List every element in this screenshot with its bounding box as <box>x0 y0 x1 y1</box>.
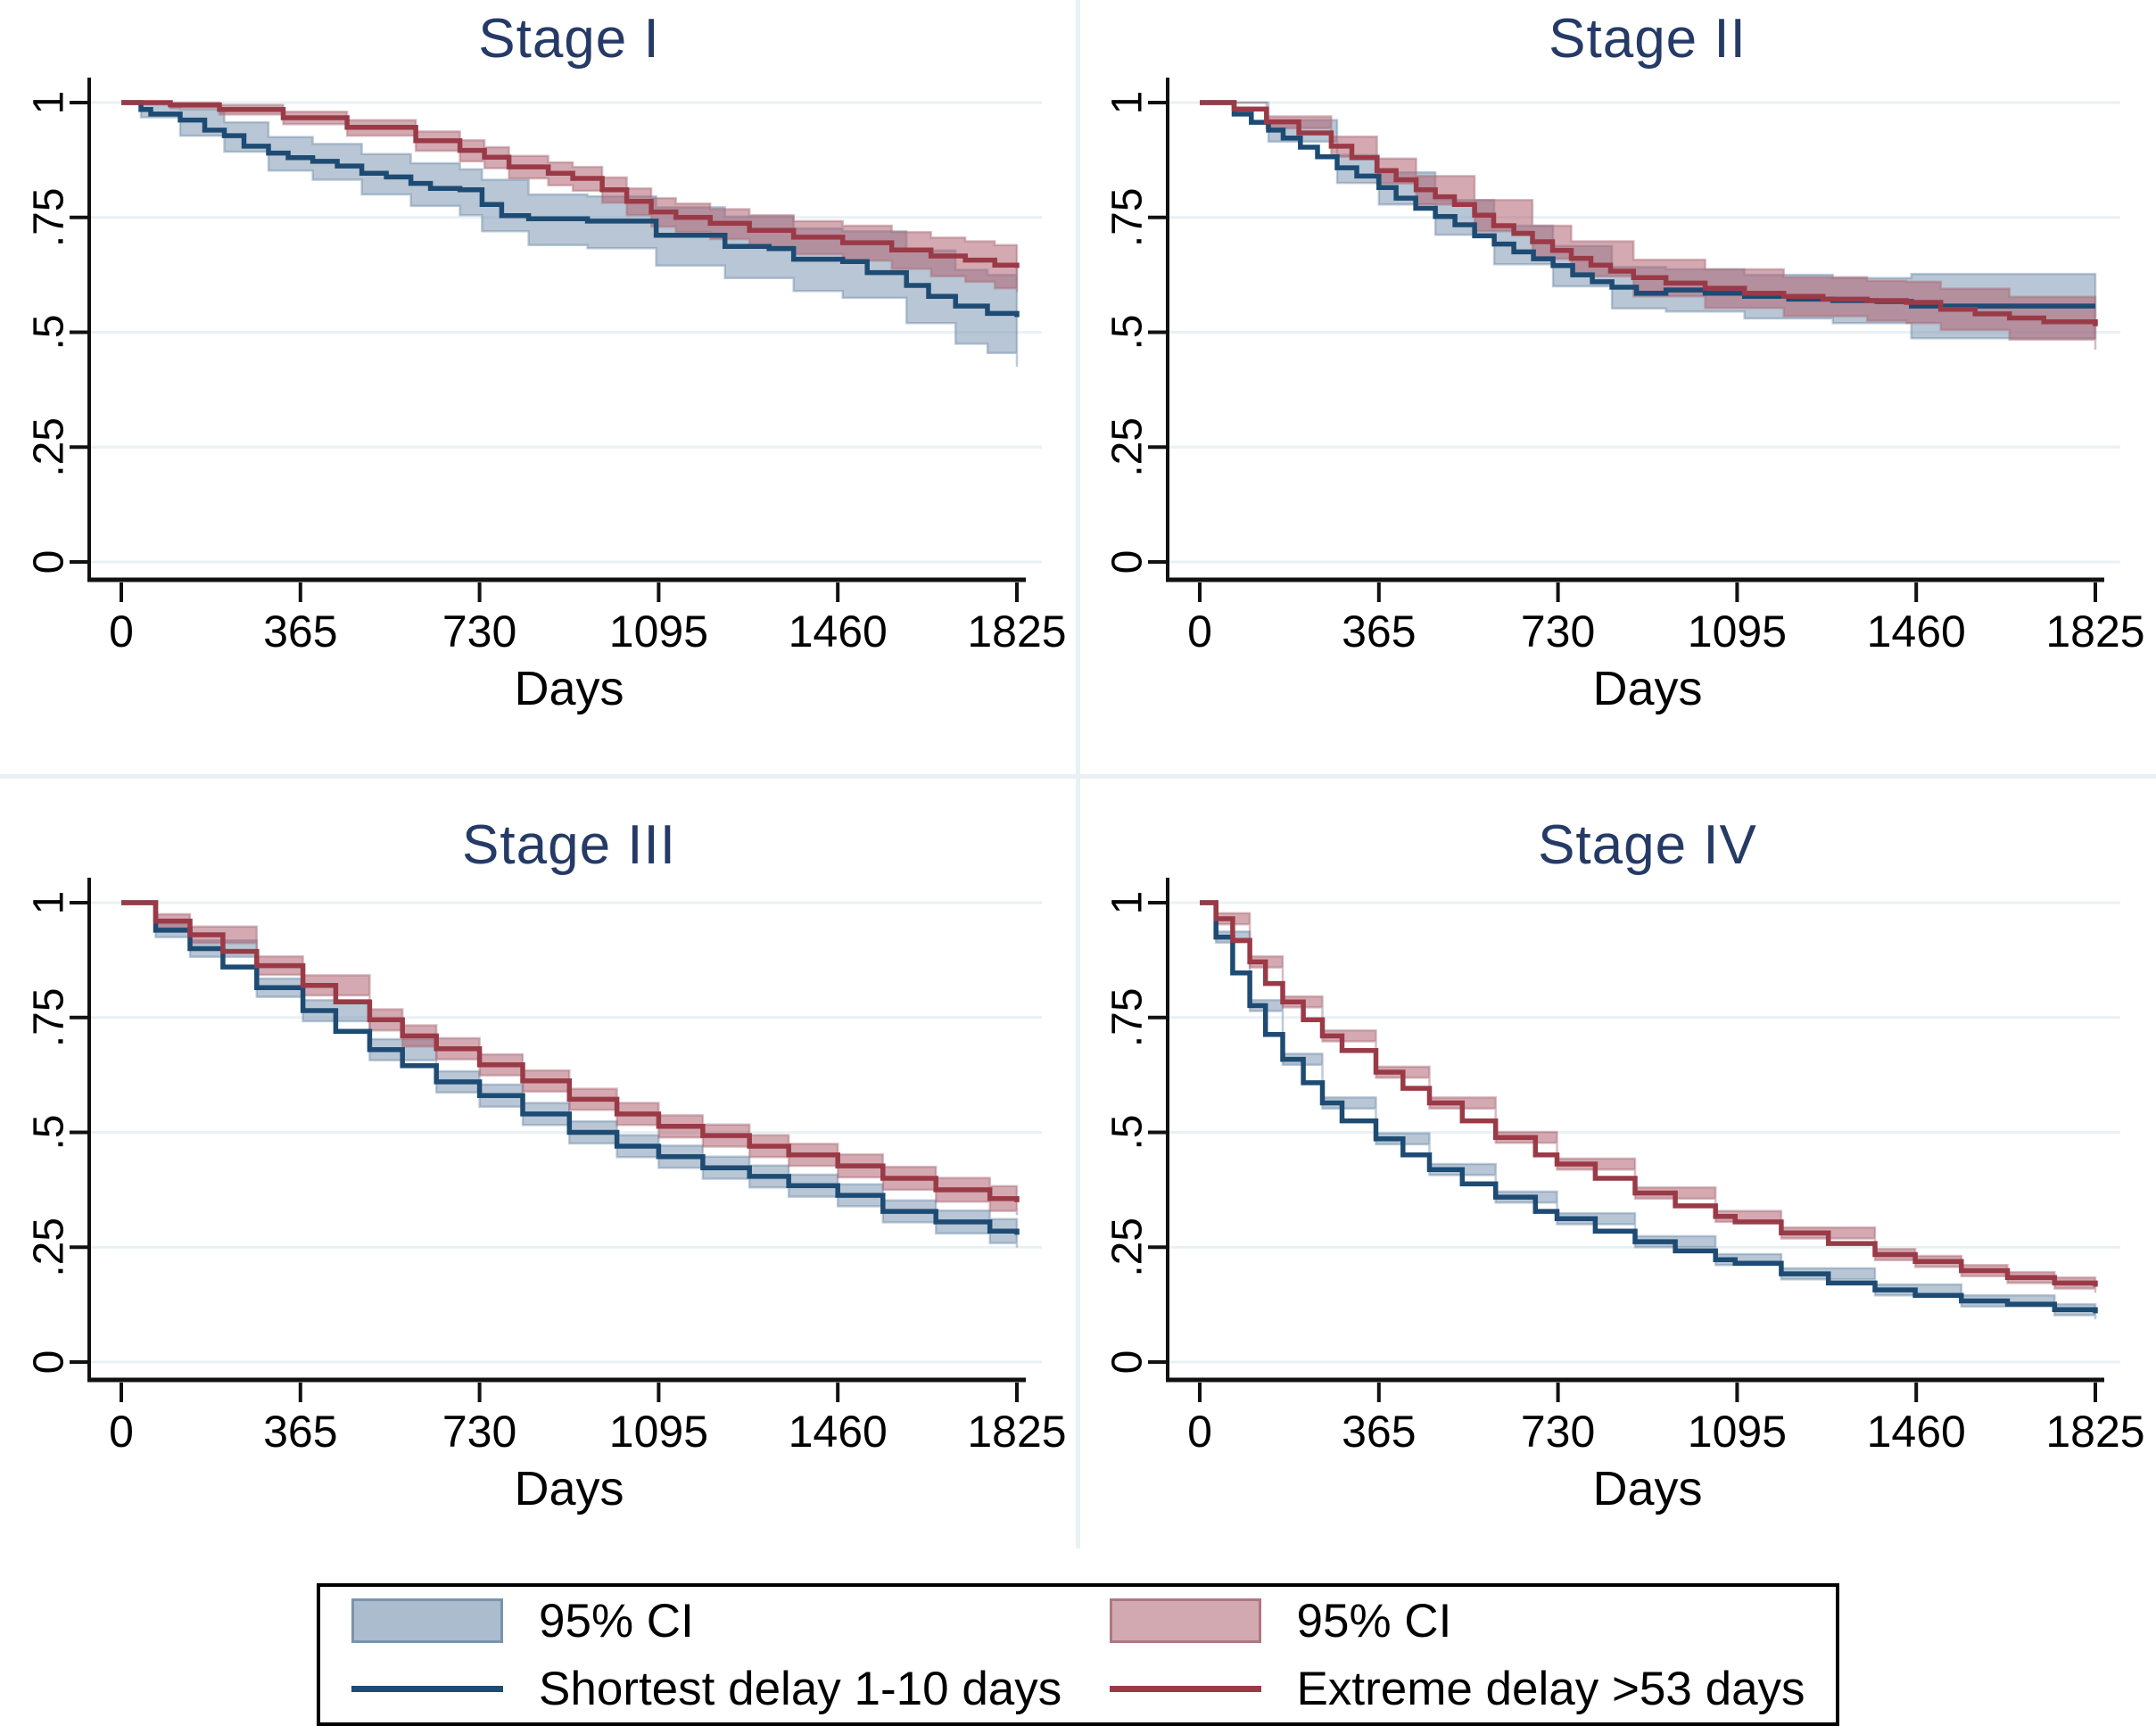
y-tick-label: .25 <box>1104 417 1152 477</box>
x-tick-label: 365 <box>1342 607 1416 656</box>
y-tick-label: .75 <box>1104 187 1152 247</box>
y-tick-label: 1 <box>26 891 73 915</box>
y-tick-label: 1 <box>1104 91 1152 115</box>
x-tick-label: 1095 <box>609 607 708 656</box>
legend-item-line-red: Extreme delay >53 days <box>1078 1662 1837 1716</box>
y-tick-label: .5 <box>1104 314 1152 350</box>
x-tick-label: 0 <box>109 607 134 656</box>
legend-item-ci-red: 95% CI <box>1078 1594 1837 1648</box>
survival-line-blue <box>1200 900 2098 1314</box>
ci-red-swatch <box>1109 1598 1261 1643</box>
km-plot-stage-ii: 1 .75 .5 .25 0 0 365 730 1095 1460 1825 Days <box>1104 78 2145 715</box>
x-tick-label: 1825 <box>967 607 1066 656</box>
legend-label-ci-blue: 95% CI <box>539 1594 694 1647</box>
x-tick-label: 1460 <box>789 607 888 656</box>
survival-line-blue <box>121 100 1020 318</box>
x-tick-label: 365 <box>263 1407 337 1457</box>
x-axis-title: Days <box>514 662 624 715</box>
y-tick-label: 1 <box>1104 891 1152 915</box>
x-tick-label: 1825 <box>2045 1407 2144 1457</box>
x-axis-title: Days <box>1592 1462 1702 1515</box>
y-tick-label: 0 <box>26 550 73 574</box>
panel-stage-ii: Stage II 1 .75 .5 .25 0 0 365 730 1095 1460 1825 Da… <box>1078 0 2156 774</box>
x-tick-label: 365 <box>263 607 337 656</box>
y-tick-label: 0 <box>1104 550 1152 574</box>
panel-title-stage-ii: Stage II <box>1549 8 1747 70</box>
y-tick-label: .5 <box>26 314 73 350</box>
x-tick-label: 1460 <box>789 1407 888 1457</box>
y-tick-label: .75 <box>26 987 73 1047</box>
ci-band-red <box>121 901 1019 1216</box>
survival-line-red <box>121 900 1020 1202</box>
km-plot-stage-iv: 1 .75 .5 .25 0 0 365 730 1095 1460 1825 Days <box>1104 878 2145 1515</box>
x-tick-label: 1095 <box>1688 607 1787 656</box>
legend-item-line-blue: Shortest delay 1-10 days <box>320 1662 1078 1716</box>
x-tick-label: 1460 <box>1867 607 1966 656</box>
survival-line-red <box>121 100 1020 268</box>
blue-line-sample <box>351 1685 503 1692</box>
x-tick-label: 365 <box>1342 1407 1416 1457</box>
y-tick-label: .75 <box>26 187 73 247</box>
x-tick-label: 1095 <box>609 1407 708 1457</box>
legend-item-ci-blue: 95% CI <box>320 1594 1078 1648</box>
x-axis-title: Days <box>1592 662 1702 715</box>
legend-label-line-red: Extreme delay >53 days <box>1296 1662 1805 1715</box>
y-tick-label: .5 <box>1104 1114 1152 1150</box>
x-tick-label: 0 <box>1187 1407 1212 1457</box>
panel-stage-i: Stage I 1 .75 .5 .25 0 0 365 730 1095 1460 1825 Day… <box>0 0 1078 774</box>
ci-band-blue <box>121 101 1019 367</box>
panel-stage-iv: Stage IV 1 .75 .5 .25 0 0 365 730 1095 1460 1825 Da… <box>1078 778 2156 1548</box>
panel-stage-iii: Stage III 1 .75 .5 .25 0 0 365 730 1095 1460 1825 D… <box>0 778 1078 1548</box>
y-tick-label: .5 <box>26 1114 73 1150</box>
red-line-sample <box>1109 1685 1261 1692</box>
y-tick-label: .25 <box>26 1218 73 1277</box>
km-plot-stage-iii: 1 .75 .5 .25 0 0 365 730 1095 1460 1825 Days <box>26 878 1067 1515</box>
y-tick-label: .25 <box>1104 1218 1152 1277</box>
panel-title-stage-i: Stage I <box>478 8 660 70</box>
x-tick-label: 1825 <box>967 1407 1066 1457</box>
panel-title-stage-iv: Stage IV <box>1538 814 1757 876</box>
x-tick-label: 1095 <box>1688 1407 1787 1457</box>
y-tick-label: .25 <box>26 417 73 477</box>
ci-band-red <box>1200 101 2097 351</box>
x-tick-label: 730 <box>442 607 516 656</box>
ci-blue-swatch <box>351 1598 503 1643</box>
x-tick-label: 730 <box>1521 607 1595 656</box>
survival-line-blue <box>121 900 1020 1235</box>
x-axis-title: Days <box>514 1462 624 1515</box>
y-tick-label: .75 <box>1104 987 1152 1047</box>
x-tick-label: 1825 <box>2045 607 2144 656</box>
panel-title-stage-iii: Stage III <box>462 814 676 876</box>
x-tick-label: 0 <box>1187 607 1212 656</box>
ci-band-red <box>121 101 1019 293</box>
y-tick-label: 0 <box>1104 1350 1152 1375</box>
x-tick-label: 730 <box>442 1407 516 1457</box>
x-tick-label: 1460 <box>1867 1407 1966 1457</box>
panel-separator-horizontal <box>0 774 2156 779</box>
survival-line-red <box>1200 900 2098 1287</box>
km-plot-stage-i: 1 .75 .5 .25 0 0 365 730 1095 1460 1825 Days <box>26 78 1067 715</box>
y-tick-label: 0 <box>26 1350 73 1375</box>
x-tick-label: 730 <box>1521 1407 1595 1457</box>
legend-label-ci-red: 95% CI <box>1296 1594 1452 1647</box>
y-tick-label: 1 <box>26 91 73 115</box>
legend-box: 95% CI 95% CI Shortest delay 1-10 days E… <box>317 1583 1839 1726</box>
legend-label-line-blue: Shortest delay 1-10 days <box>539 1662 1062 1715</box>
x-tick-label: 0 <box>109 1407 134 1457</box>
survival-line-red <box>1200 100 2098 326</box>
